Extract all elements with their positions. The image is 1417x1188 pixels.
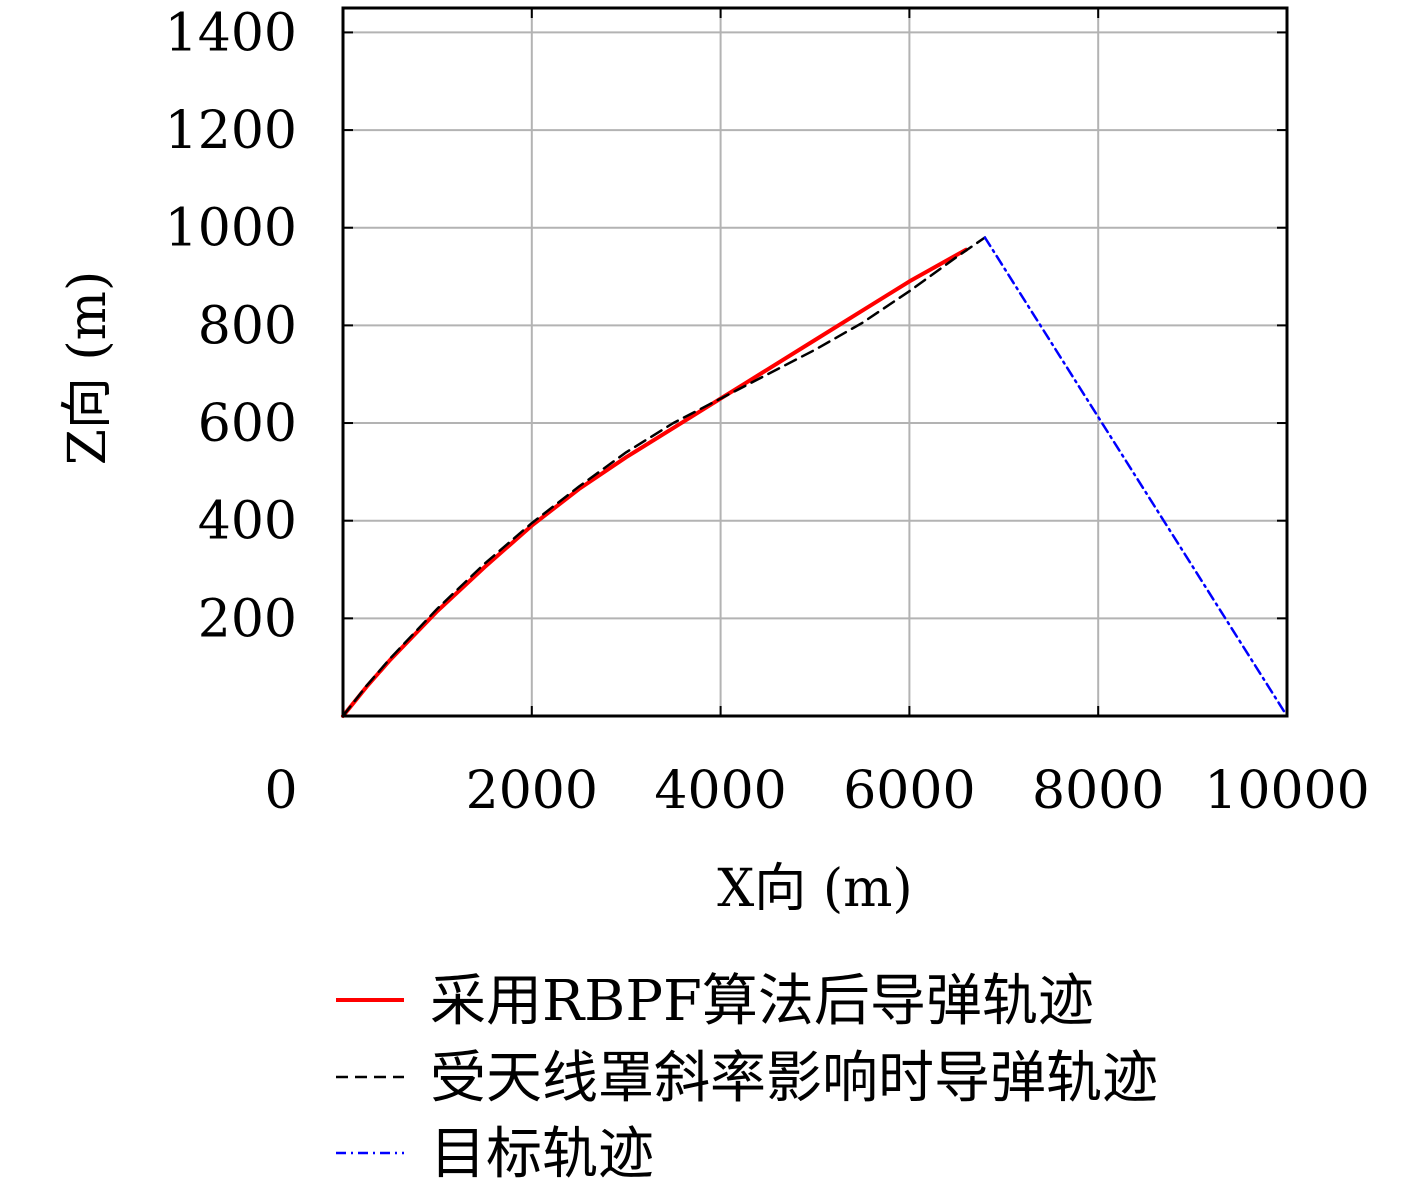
legend-item-radome: 受天线罩斜率影响时导弹轨迹 bbox=[336, 1046, 1158, 1111]
y-tick-label: 800 bbox=[198, 296, 297, 356]
y-tick-label: 400 bbox=[198, 492, 297, 552]
grid-lines bbox=[343, 8, 1287, 716]
x-tick-label: 2000 bbox=[466, 761, 598, 821]
series-layer bbox=[341, 236, 1289, 718]
y-tick-label: 1400 bbox=[165, 3, 297, 63]
series-line-2 bbox=[983, 236, 1289, 718]
series-line-0 bbox=[341, 247, 968, 718]
x-tick-label: 4000 bbox=[654, 761, 786, 821]
x-tick-label: 10000 bbox=[1204, 761, 1369, 821]
y-axis-label: Z向 (m) bbox=[58, 271, 118, 466]
tick-labels: 0 2000 4000 6000 8000 10000 200 400 600 800 1000 12… bbox=[165, 3, 1370, 821]
y-tick-label: 600 bbox=[198, 394, 297, 454]
series-line-1 bbox=[341, 236, 987, 718]
x-tick-label: 6000 bbox=[843, 761, 975, 821]
y-tick-label: 1200 bbox=[165, 101, 297, 161]
legend: 采用RBPF算法后导弹轨迹 受天线罩斜率影响时导弹轨迹 目标轨迹 bbox=[336, 969, 1158, 1187]
y-tick-label: 200 bbox=[198, 589, 297, 649]
legend-item-rbpf: 采用RBPF算法后导弹轨迹 bbox=[336, 969, 1094, 1034]
legend-label-radome: 受天线罩斜率影响时导弹轨迹 bbox=[430, 1046, 1158, 1111]
x-tick-label: 0 bbox=[264, 761, 297, 821]
x-axis-label: X向 (m) bbox=[717, 859, 912, 919]
legend-label-rbpf: 采用RBPF算法后导弹轨迹 bbox=[430, 969, 1094, 1034]
legend-item-target: 目标轨迹 bbox=[336, 1122, 654, 1187]
plot-frame bbox=[341, 6, 1289, 718]
tick-marks bbox=[342, 8, 1288, 716]
x-tick-label: 8000 bbox=[1032, 761, 1164, 821]
y-tick-label: 1000 bbox=[165, 199, 297, 259]
legend-label-target: 目标轨迹 bbox=[430, 1122, 654, 1187]
